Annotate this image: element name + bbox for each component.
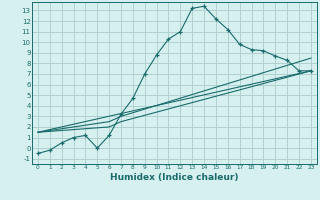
X-axis label: Humidex (Indice chaleur): Humidex (Indice chaleur) bbox=[110, 173, 239, 182]
